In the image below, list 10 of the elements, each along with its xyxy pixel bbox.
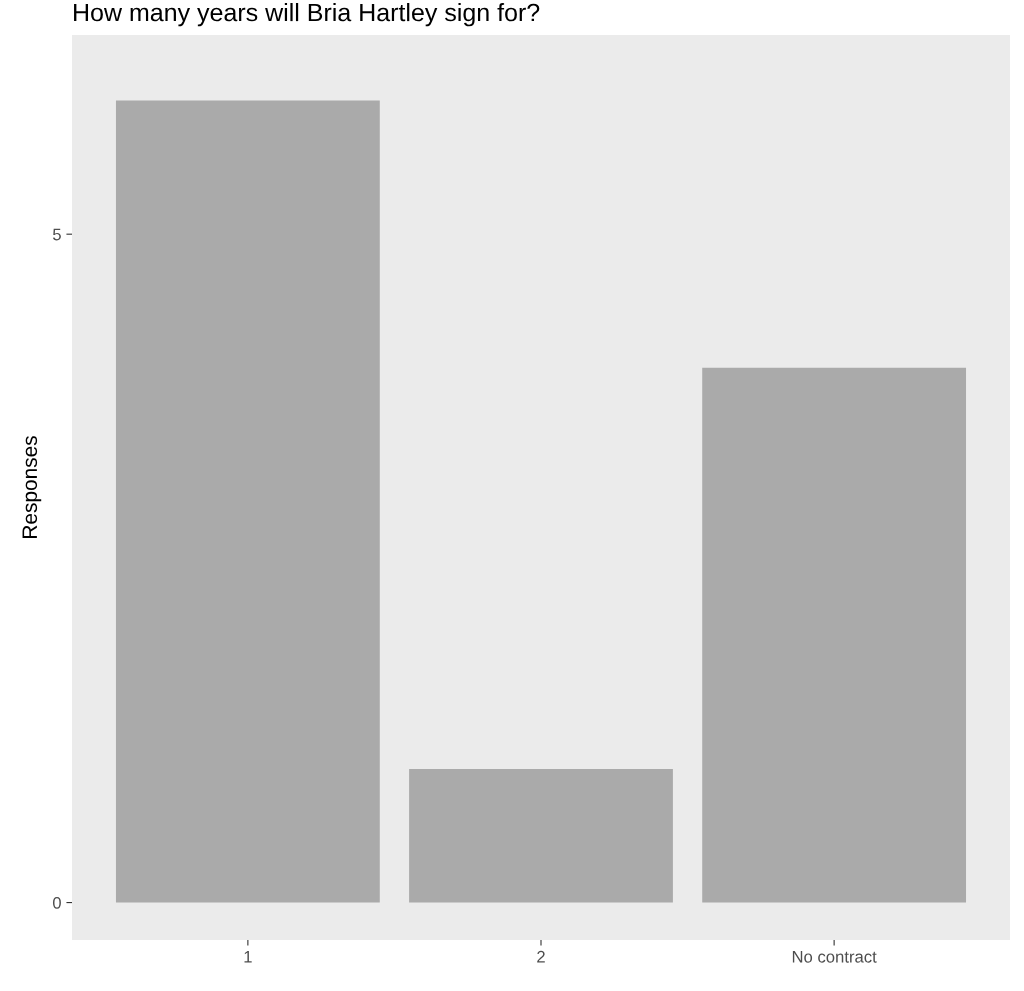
y-tick-label: 0 — [52, 896, 61, 909]
x-tick-label: 1 — [244, 951, 252, 963]
y-tick-label: 5 — [52, 228, 61, 241]
x-tick-label: No contract — [792, 951, 877, 963]
x-tick-label: 2 — [537, 950, 545, 963]
bar — [409, 768, 673, 903]
chart-title: How many years will Bria Hartley sign for? — [74, 2, 540, 27]
bar — [702, 367, 967, 903]
y-axis-title: Responses — [22, 436, 42, 538]
bar — [115, 100, 380, 903]
